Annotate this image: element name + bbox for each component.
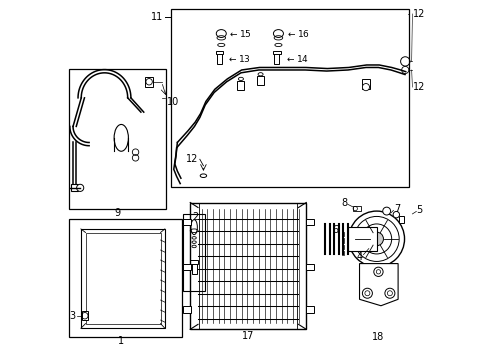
Bar bbox=[398, 216, 404, 223]
Text: 4: 4 bbox=[356, 252, 363, 262]
Bar bbox=[305, 264, 313, 270]
Bar bbox=[305, 306, 313, 313]
Circle shape bbox=[384, 288, 394, 298]
Bar bbox=[191, 263, 196, 274]
Text: 12: 12 bbox=[412, 82, 425, 92]
Bar bbox=[171, 9, 408, 187]
Bar bbox=[361, 78, 369, 89]
Bar bbox=[217, 53, 222, 64]
Circle shape bbox=[392, 211, 399, 218]
Text: 1: 1 bbox=[118, 337, 124, 346]
Text: 8: 8 bbox=[340, 198, 346, 208]
Bar bbox=[85, 233, 160, 324]
Circle shape bbox=[77, 184, 83, 192]
Text: 2: 2 bbox=[192, 212, 198, 222]
Ellipse shape bbox=[216, 30, 226, 37]
Circle shape bbox=[362, 288, 372, 298]
Bar bbox=[347, 227, 376, 251]
Circle shape bbox=[362, 84, 369, 91]
Text: 18: 18 bbox=[371, 332, 384, 342]
Circle shape bbox=[369, 232, 383, 246]
Bar bbox=[145, 77, 153, 87]
Text: 17: 17 bbox=[242, 332, 254, 342]
Bar bbox=[341, 232, 343, 236]
Text: $\leftarrow$13: $\leftarrow$13 bbox=[226, 53, 250, 64]
Bar bbox=[257, 76, 264, 85]
Bar bbox=[190, 203, 199, 329]
Text: 5: 5 bbox=[416, 205, 422, 215]
Ellipse shape bbox=[190, 220, 197, 235]
Text: 10: 10 bbox=[166, 97, 179, 107]
Text: 9: 9 bbox=[114, 208, 121, 218]
Bar bbox=[237, 81, 244, 90]
Bar bbox=[341, 251, 343, 255]
Bar bbox=[305, 219, 313, 225]
Polygon shape bbox=[359, 264, 397, 306]
Text: $\leftarrow$15: $\leftarrow$15 bbox=[228, 28, 252, 39]
Text: 3: 3 bbox=[70, 311, 76, 321]
Bar bbox=[341, 238, 343, 243]
Text: $\leftarrow$16: $\leftarrow$16 bbox=[285, 28, 309, 39]
Text: 7: 7 bbox=[393, 204, 399, 214]
Circle shape bbox=[348, 211, 404, 267]
Circle shape bbox=[373, 267, 382, 276]
Bar bbox=[81, 311, 88, 320]
Bar bbox=[69, 69, 165, 208]
Bar bbox=[274, 53, 279, 64]
Bar bbox=[183, 306, 190, 313]
Bar bbox=[353, 206, 360, 211]
Bar bbox=[272, 51, 280, 54]
Bar bbox=[183, 264, 190, 270]
Ellipse shape bbox=[114, 125, 128, 151]
Circle shape bbox=[382, 207, 390, 215]
Bar bbox=[183, 219, 190, 225]
Text: $\leftarrow$14: $\leftarrow$14 bbox=[284, 53, 308, 64]
Bar bbox=[297, 203, 305, 329]
Bar bbox=[69, 219, 182, 337]
Bar bbox=[81, 229, 164, 328]
Bar bbox=[71, 184, 78, 192]
Bar bbox=[341, 245, 343, 249]
Bar bbox=[183, 214, 205, 291]
Text: 11: 11 bbox=[150, 13, 163, 22]
Text: 6: 6 bbox=[331, 225, 337, 235]
Text: 12: 12 bbox=[186, 154, 198, 164]
Bar bbox=[190, 203, 305, 329]
Text: 12: 12 bbox=[412, 9, 425, 19]
Bar bbox=[215, 51, 223, 54]
Bar bbox=[190, 260, 198, 264]
Ellipse shape bbox=[273, 30, 283, 37]
